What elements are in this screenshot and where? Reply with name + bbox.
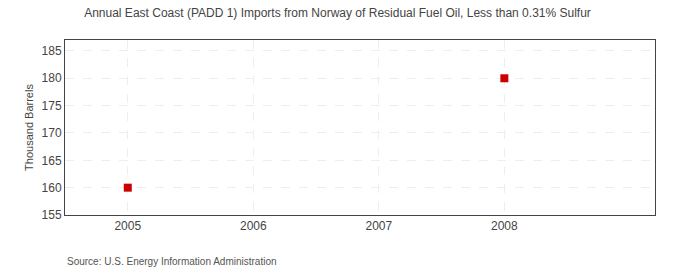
svg-text:2006: 2006 [240, 219, 267, 233]
svg-text:Source: U.S. Energy Informatio: Source: U.S. Energy Information Administ… [67, 256, 277, 267]
svg-text:2008: 2008 [491, 219, 518, 233]
svg-text:165: 165 [42, 154, 62, 168]
svg-text:Annual East Coast (PADD 1) Imp: Annual East Coast (PADD 1) Imports from … [84, 6, 591, 20]
svg-text:175: 175 [42, 99, 62, 113]
svg-text:155: 155 [42, 208, 62, 222]
svg-text:160: 160 [42, 181, 62, 195]
svg-text:180: 180 [42, 71, 62, 85]
svg-text:170: 170 [42, 126, 62, 140]
svg-text:2005: 2005 [114, 219, 141, 233]
svg-text:2007: 2007 [365, 219, 392, 233]
svg-text:Thousand Barrels: Thousand Barrels [23, 84, 35, 171]
svg-text:185: 185 [42, 44, 62, 58]
